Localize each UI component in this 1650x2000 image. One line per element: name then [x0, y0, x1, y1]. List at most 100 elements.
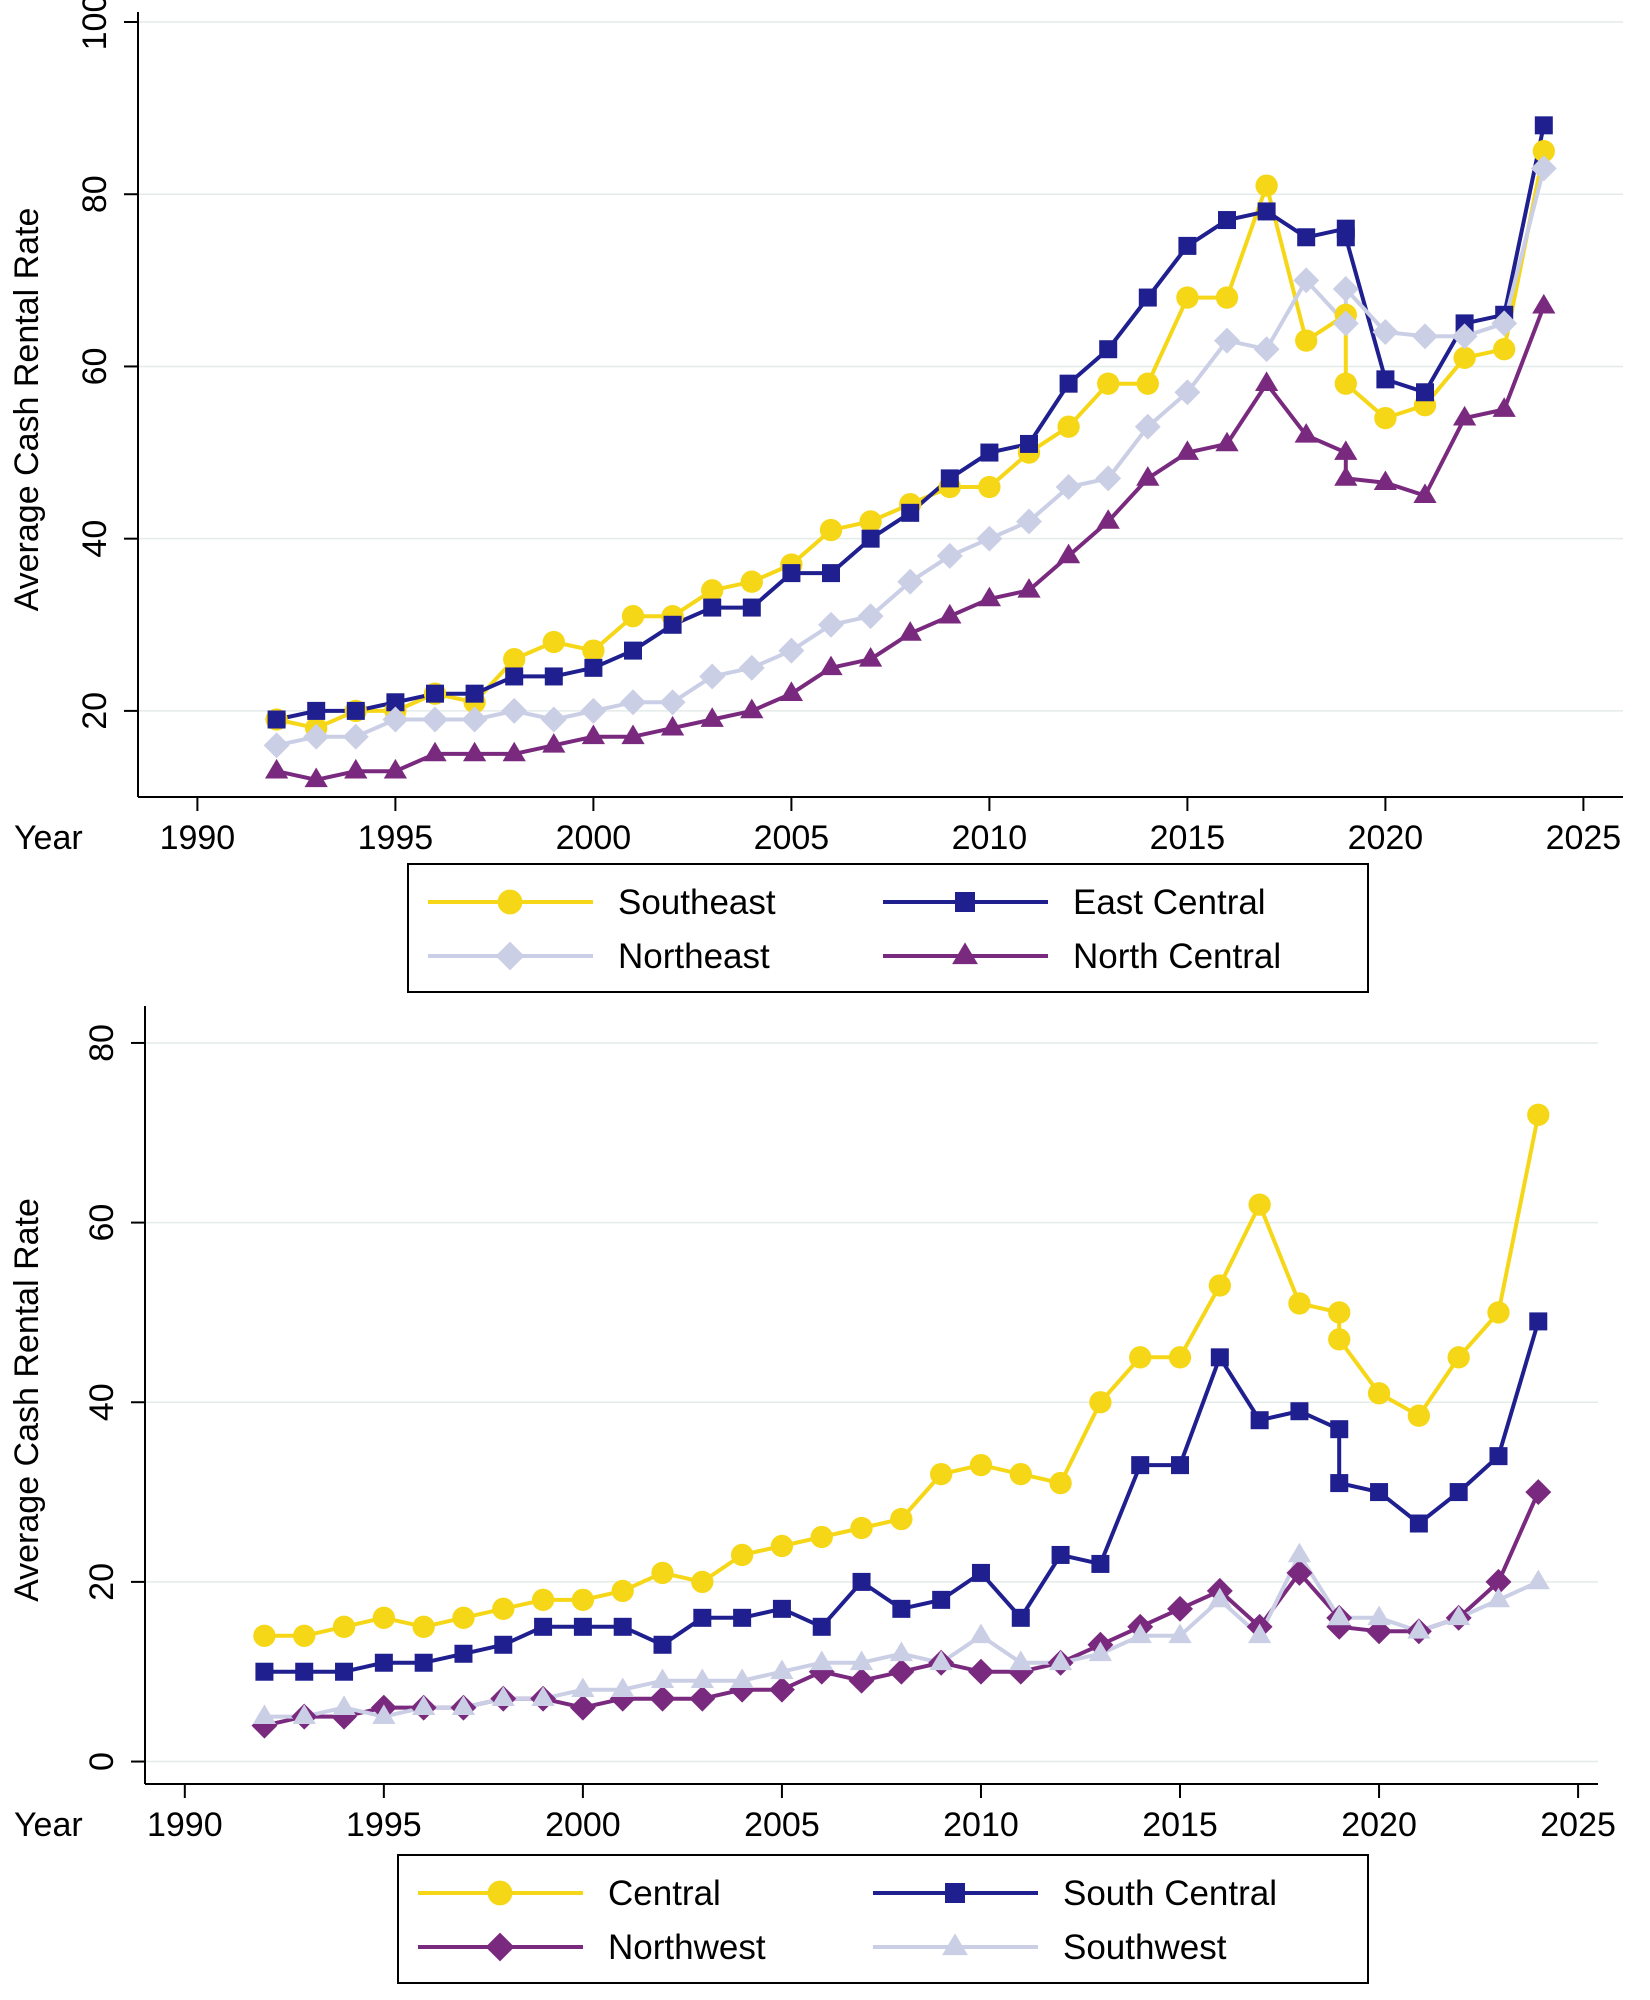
data-point	[700, 707, 724, 727]
data-point	[372, 1704, 396, 1724]
data-point	[491, 1686, 515, 1707]
data-point	[1330, 1474, 1349, 1493]
data-point	[1297, 228, 1316, 247]
data-point	[492, 1597, 515, 1621]
data-point	[848, 1667, 875, 1694]
x-tick-label: 2005	[754, 819, 830, 857]
data-point	[255, 1662, 274, 1681]
data-point	[502, 741, 526, 762]
data-point	[1099, 340, 1118, 359]
data-point	[267, 710, 286, 729]
data-point	[1257, 202, 1276, 221]
series-line-south-central	[264, 1320, 1541, 1674]
data-point	[346, 701, 365, 720]
data-point	[929, 1650, 953, 1671]
legend-item-northwest: Northwest	[418, 1928, 766, 1967]
series-markers-east-central	[267, 116, 1553, 729]
legend-item-central: Central	[418, 1874, 721, 1913]
data-point	[505, 667, 524, 686]
data-point	[1218, 211, 1236, 230]
data-point	[414, 1653, 433, 1672]
data-point	[1290, 1402, 1309, 1421]
data-point	[1095, 465, 1122, 492]
series-line-north-central	[276, 305, 1546, 782]
x-tick-label: 2000	[556, 819, 632, 857]
x-tick-label: 2020	[1348, 819, 1424, 857]
data-point	[1370, 1483, 1389, 1502]
data-point	[1486, 1587, 1511, 1608]
data-point	[782, 564, 801, 583]
data-point	[461, 706, 488, 733]
data-point	[898, 621, 922, 641]
data-point	[772, 1599, 791, 1618]
data-point	[621, 605, 645, 628]
data-point	[382, 706, 409, 733]
data-point	[1017, 578, 1041, 598]
data-point	[730, 1668, 754, 1689]
data-point	[892, 1599, 911, 1618]
data-point	[1407, 1404, 1431, 1427]
legend-item-north-central: North Central	[883, 937, 1281, 976]
data-point	[810, 1525, 833, 1549]
data-point	[573, 1617, 592, 1636]
y-tick-label: 80	[76, 175, 114, 213]
data-point	[938, 603, 962, 624]
series-markers-north-central	[264, 293, 1556, 788]
legend-label: Southwest	[1063, 1928, 1227, 1967]
data-point	[653, 1635, 672, 1654]
data-point	[1286, 1559, 1313, 1586]
data-point	[1409, 1514, 1428, 1533]
data-point	[822, 564, 840, 583]
data-point	[454, 1644, 473, 1663]
data-point	[650, 1668, 675, 1689]
data-point	[976, 525, 1003, 552]
data-point	[264, 758, 289, 779]
data-point	[1334, 466, 1358, 486]
series-line-central	[264, 1114, 1541, 1638]
x-tick-label: 2010	[952, 819, 1028, 857]
x-tick-label: 2025	[1546, 819, 1622, 857]
x-tick-label: 2000	[545, 1806, 621, 1844]
data-point	[819, 518, 843, 542]
data-point	[778, 637, 805, 664]
legend-label: Central	[608, 1874, 721, 1913]
data-point	[531, 1588, 555, 1612]
data-point	[859, 510, 882, 533]
legend-item-northeast: Northeast	[428, 937, 770, 976]
legend-label: North Central	[1073, 937, 1281, 976]
data-point	[1487, 1301, 1510, 1324]
data-point	[620, 689, 646, 716]
data-point	[494, 1635, 513, 1654]
data-point	[1447, 1346, 1470, 1369]
data-point	[342, 723, 369, 750]
data-point	[544, 667, 563, 686]
x-tick-label: 1990	[147, 1806, 223, 1844]
data-point	[423, 741, 447, 762]
data-point	[770, 1659, 794, 1680]
data-point	[332, 1695, 356, 1715]
series-markers-central	[253, 1103, 1550, 1647]
data-point	[1056, 543, 1081, 564]
data-point	[1168, 1623, 1192, 1644]
data-point	[930, 1462, 953, 1486]
legend-2: Central South Central Northwest Southwest	[397, 1854, 1369, 1984]
series-markers-southeast	[265, 140, 1555, 740]
legend-marker	[485, 1932, 515, 1962]
data-point	[1175, 440, 1200, 460]
data-point	[980, 443, 999, 462]
data-point	[624, 641, 642, 660]
data-point	[890, 1507, 913, 1531]
data-point	[386, 693, 405, 712]
x-tick-label: 2015	[1142, 1806, 1218, 1844]
data-point	[1009, 1650, 1033, 1671]
data-point	[412, 1615, 435, 1638]
data-point	[1214, 327, 1240, 354]
legend-label: Northeast	[618, 937, 770, 976]
data-point	[293, 1624, 316, 1647]
y-tick-label: 80	[83, 1024, 121, 1062]
data-point	[969, 1453, 993, 1477]
data-point	[1134, 413, 1161, 440]
data-point	[689, 1685, 716, 1712]
data-point	[542, 630, 565, 654]
data-point	[651, 1561, 674, 1585]
